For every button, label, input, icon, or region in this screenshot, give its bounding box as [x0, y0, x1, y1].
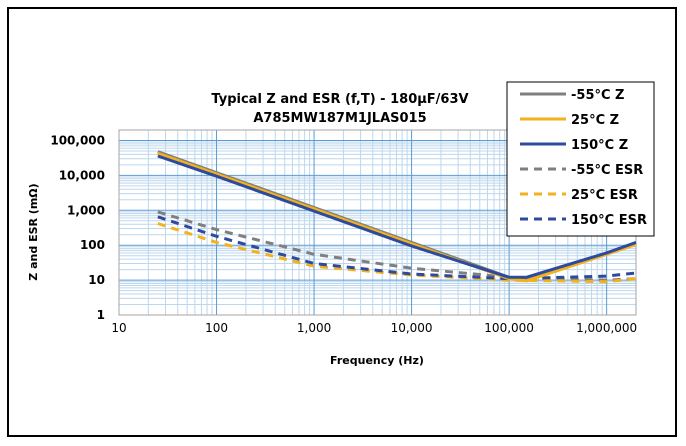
- y-axis-label: Z and ESR (mΩ): [27, 183, 40, 280]
- y-tick-label: 10,000: [59, 168, 105, 182]
- y-tick-labels: 1 10 100 1,000 10,000 100,000: [50, 134, 105, 322]
- legend-box: [506, 81, 655, 237]
- legend-label: 25°C Z: [571, 113, 619, 128]
- chart-subtitle: A785MW187M1JLAS015: [253, 111, 426, 126]
- series-line-150-c-esr: [157, 215, 637, 281]
- y-tick-label: 100: [80, 238, 105, 252]
- legend-label: 150°C Z: [571, 138, 628, 153]
- y-tick-label: 10: [88, 273, 105, 287]
- x-tick-label: 1,000,000: [576, 321, 637, 335]
- y-tick-label: 1,000: [67, 203, 105, 217]
- x-tick-label: 10: [111, 321, 126, 335]
- x-tick-label: 1,000: [297, 321, 331, 335]
- x-tick-label: 100,000: [484, 321, 534, 335]
- legend-label: -55°C ESR: [571, 163, 643, 178]
- legend-label: 25°C ESR: [571, 188, 638, 203]
- legend-label: -55°C Z: [571, 88, 624, 103]
- legend: -55°C Z 25°C Z 150°C Z -55°C ESR 25°C ESR 150…: [506, 81, 655, 237]
- x-tick-labels: 10 100 1,000 10,000 100,000 1,000,000: [111, 321, 637, 335]
- series-line-150-c-z: [157, 154, 637, 279]
- series-line-25-c-esr: [157, 222, 637, 284]
- x-tick-label: 10,000: [391, 321, 433, 335]
- legend-label: 150°C ESR: [571, 213, 647, 228]
- x-tick-label: 100: [205, 321, 228, 335]
- series-layer: [157, 150, 637, 284]
- y-tick-label: 1: [97, 308, 105, 322]
- x-axis-label: Frequency (Hz): [330, 354, 424, 367]
- series-line-55-c-esr: [157, 210, 637, 282]
- y-tick-label: 100,000: [50, 134, 105, 148]
- chart-title: Typical Z and ESR (f,T) - 180µF/63V: [211, 92, 468, 107]
